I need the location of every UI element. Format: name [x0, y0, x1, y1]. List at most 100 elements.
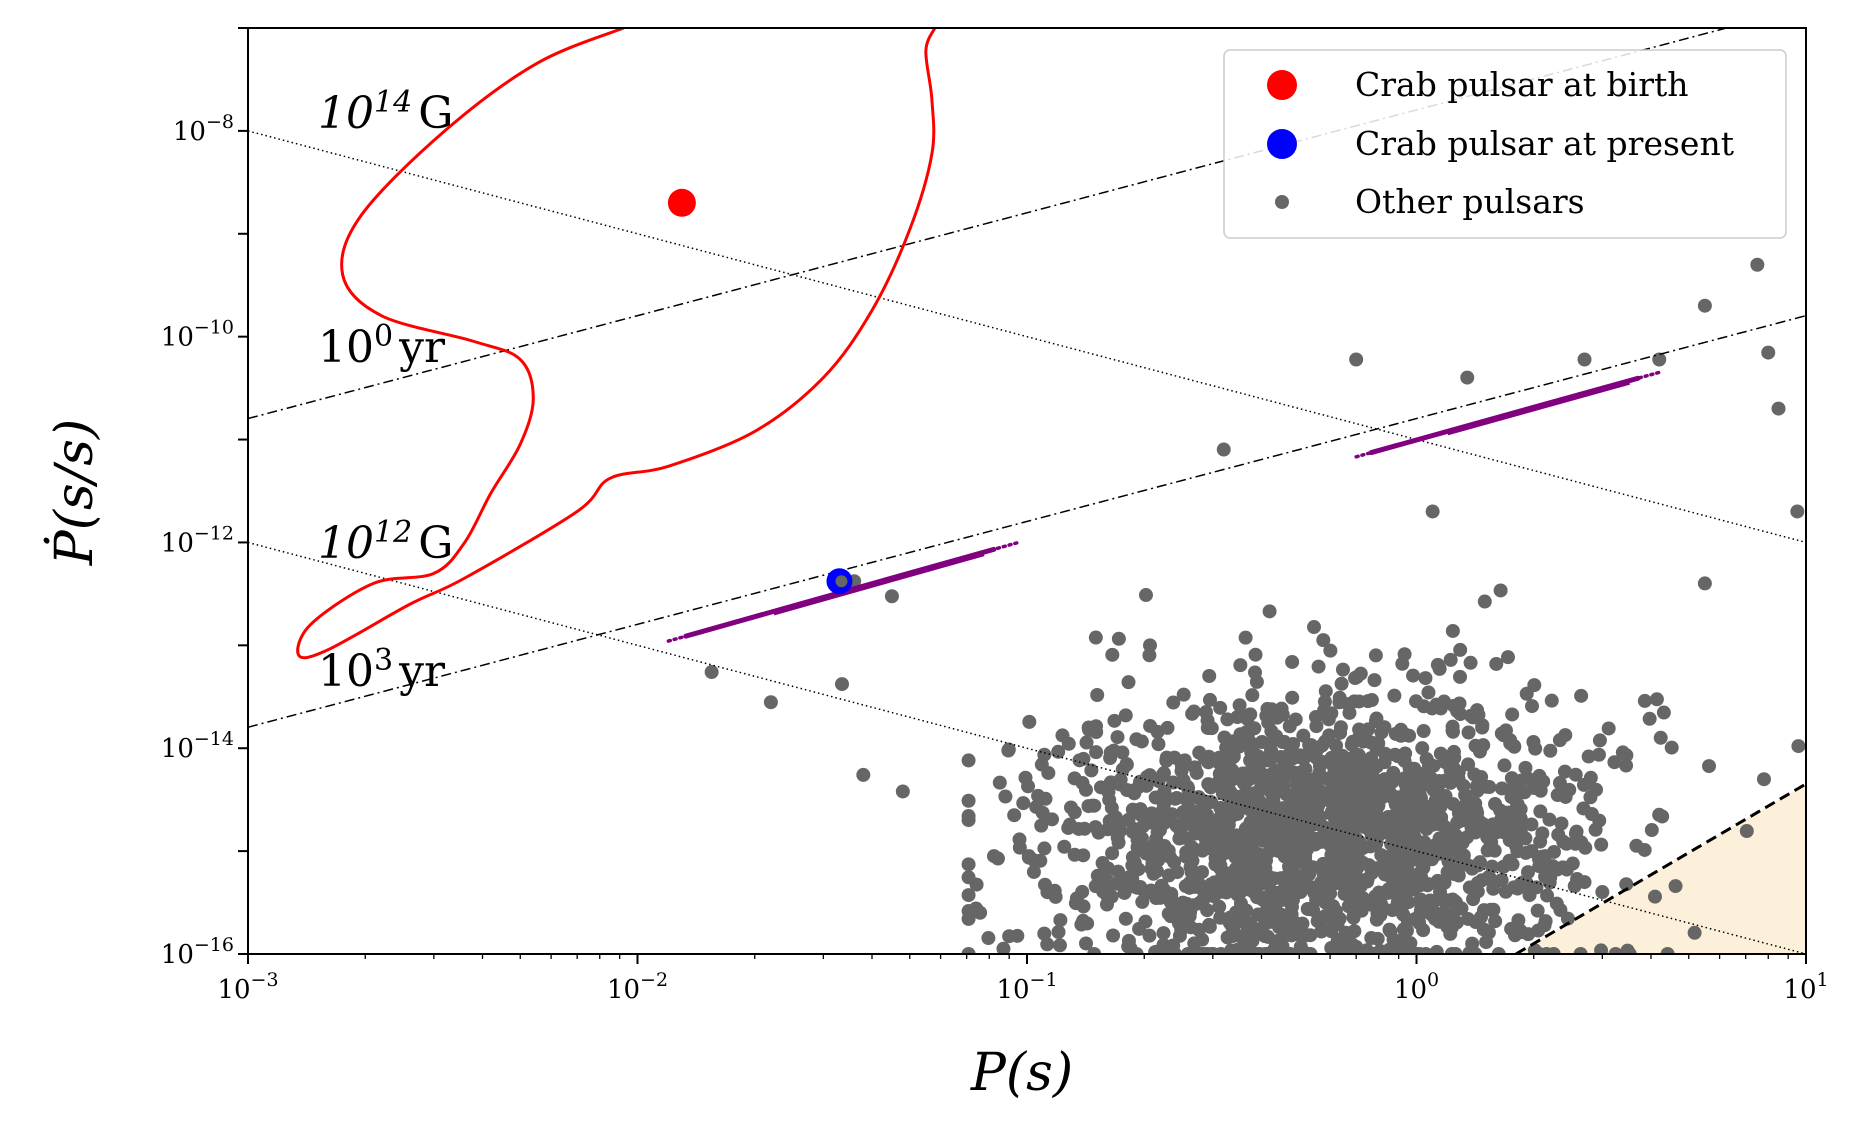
other-pulsar-point: [1576, 777, 1591, 792]
other-pulsar-point: [1258, 947, 1273, 954]
other-pulsar-point: [1175, 759, 1190, 774]
other-pulsar-point: [1142, 638, 1157, 653]
other-pulsar-point: [1466, 892, 1481, 907]
other-pulsar-point: [1225, 947, 1240, 954]
other-pulsar-point: [1084, 763, 1099, 778]
legend-marker-birth: [1267, 70, 1297, 100]
other-pulsar-point: [1415, 741, 1430, 756]
other-pulsar-point: [1176, 687, 1191, 702]
other-pulsar-point: [1213, 700, 1228, 715]
other-pulsar-point: [1461, 911, 1476, 926]
other-pulsar-point: [1463, 655, 1478, 670]
other-pulsar-point: [1543, 743, 1558, 758]
other-pulsar-point: [1431, 846, 1446, 861]
other-pulsar-point: [1111, 864, 1126, 879]
other-pulsar-point: [1199, 705, 1214, 720]
other-pulsar-point: [1373, 943, 1388, 954]
other-pulsar-point: [1095, 856, 1110, 871]
y-axis-label: Ṗ(s/s): [44, 419, 105, 566]
other-pulsar-point: [1653, 730, 1668, 745]
other-pulsar-point: [1406, 668, 1421, 683]
other-pulsar-point: [1324, 847, 1339, 862]
other-pulsar-point: [1081, 720, 1096, 735]
other-pulsar-point: [1247, 721, 1262, 736]
other-pulsar-point: [1033, 853, 1048, 868]
other-pulsar-point: [1261, 929, 1276, 944]
other-pulsar-point: [1594, 943, 1609, 954]
other-pulsar-point: [1293, 825, 1308, 840]
other-pulsar-point: [1365, 782, 1380, 797]
other-pulsar-point: [1349, 869, 1364, 884]
other-pulsar-point: [1524, 817, 1539, 832]
other-pulsar-point: [1592, 813, 1607, 828]
other-pulsar-point: [1544, 693, 1559, 708]
other-pulsar-point: [1316, 856, 1331, 871]
other-pulsar-point: [1368, 648, 1383, 663]
other-pulsar-point: [1488, 797, 1503, 812]
other-pulsar-point: [961, 911, 976, 926]
other-pulsar-point: [1470, 858, 1485, 873]
other-pulsar-point: [1385, 836, 1400, 851]
other-pulsar-point: [1649, 692, 1664, 707]
other-pulsar-point: [1268, 785, 1283, 800]
other-pulsar-point: [1453, 847, 1468, 862]
other-pulsar-point: [1697, 576, 1712, 591]
other-pulsar-point: [1246, 745, 1261, 760]
other-pulsar-point: [1118, 911, 1133, 926]
other-pulsar-point: [1595, 885, 1610, 900]
other-pulsar-point: [1484, 873, 1499, 888]
other-pulsar-point: [1474, 910, 1489, 925]
other-pulsar-point: [1204, 822, 1219, 837]
other-pulsar-point: [1507, 739, 1522, 754]
other-pulsar-point: [1652, 352, 1667, 367]
other-pulsar-point: [1622, 947, 1637, 954]
other-pulsar-point: [1390, 895, 1405, 910]
other-pulsar-point: [1204, 795, 1219, 810]
other-pulsar-point: [1321, 712, 1336, 727]
track-2-line-side: [1447, 382, 1631, 436]
other-pulsar-point: [996, 941, 1011, 954]
other-pulsar-point: [1272, 920, 1287, 935]
other-pulsar-point: [961, 857, 976, 872]
other-pulsar-point: [1339, 815, 1354, 830]
other-pulsar-point: [1403, 764, 1418, 779]
other-pulsar-point: [1514, 773, 1529, 788]
other-pulsar-point: [1231, 800, 1246, 815]
other-pulsar-point: [1232, 698, 1247, 713]
other-pulsar-point: [1367, 673, 1382, 688]
other-pulsar-point: [1053, 913, 1068, 928]
other-pulsar-point: [1517, 785, 1532, 800]
other-pulsar-point: [1161, 906, 1176, 921]
other-pulsar-point: [1052, 938, 1067, 953]
death-line-line-4: [1515, 782, 1806, 954]
other-pulsar-point: [1418, 671, 1433, 686]
other-pulsar-point: [1252, 794, 1267, 809]
other-pulsar-point: [1223, 910, 1238, 925]
other-pulsar-point: [1761, 345, 1776, 360]
legend-label-others: Other pulsars: [1355, 182, 1585, 221]
other-pulsar-point: [1413, 892, 1428, 907]
other-pulsar-point: [1220, 930, 1235, 945]
other-pulsar-point: [1037, 877, 1052, 892]
other-pulsar-point: [1385, 790, 1400, 805]
other-pulsar-point: [961, 793, 976, 808]
other-pulsar-point: [1258, 853, 1273, 868]
other-pulsar-point: [1445, 623, 1460, 638]
other-pulsar-point: [1475, 720, 1490, 735]
other-pulsar-point: [1591, 747, 1606, 762]
other-pulsar-point: [1289, 869, 1304, 884]
other-pulsar-point: [1559, 862, 1574, 877]
other-pulsar-point: [1087, 947, 1102, 954]
other-pulsar-point: [1391, 861, 1406, 876]
other-pulsar-point: [1389, 806, 1404, 821]
other-pulsar-point: [1021, 779, 1036, 794]
other-pulsar-point: [1664, 740, 1679, 755]
other-pulsar-point: [1233, 658, 1248, 673]
other-pulsar-point: [1138, 588, 1153, 603]
other-pulsar-point: [1574, 688, 1589, 703]
other-pulsar-point: [1441, 854, 1456, 869]
other-pulsar-point: [1656, 705, 1671, 720]
other-pulsar-point: [1498, 723, 1513, 738]
other-pulsar-point: [1581, 749, 1596, 764]
